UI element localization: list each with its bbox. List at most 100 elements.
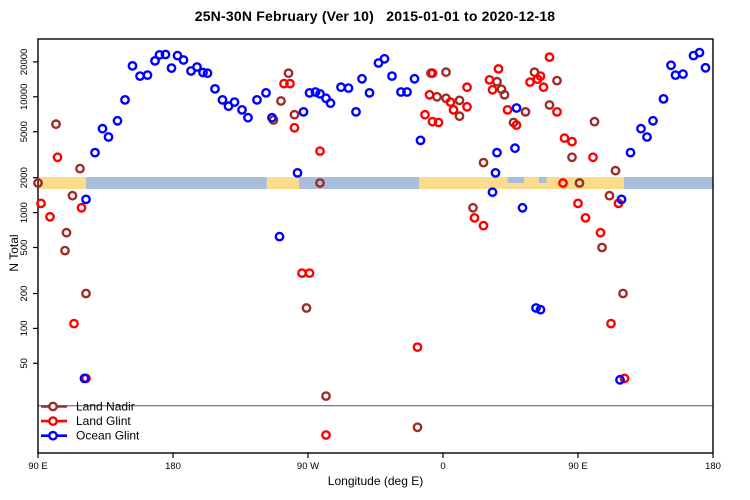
data-point-land-nadir <box>315 178 325 188</box>
data-point-land-glint <box>69 318 79 329</box>
data-point-ocean-glint <box>192 62 202 72</box>
data-point-land-glint <box>588 152 598 163</box>
chart-title: 25N-30N February (Ver 10) 2015-01-01 to … <box>194 8 556 24</box>
data-point-ocean-glint <box>409 73 420 84</box>
coastline-band-land <box>266 177 300 189</box>
x-tick-label: 90 E <box>28 461 48 472</box>
data-point-land-glint <box>484 75 495 85</box>
data-point-land-glint <box>315 146 325 157</box>
data-point-ocean-glint <box>325 98 336 109</box>
data-point-land-nadir <box>61 227 72 238</box>
legend-label: Ocean Glint <box>76 429 140 443</box>
data-point-land-glint <box>502 105 513 115</box>
data-point-ocean-glint <box>237 105 247 115</box>
data-point-land-nadir <box>60 245 70 256</box>
data-point-ocean-glint <box>135 71 145 82</box>
data-point-ocean-glint <box>90 147 100 158</box>
data-point-land-glint <box>538 82 549 93</box>
data-point-land-glint <box>544 52 555 62</box>
legend-marker <box>48 416 58 426</box>
data-point-land-glint <box>427 116 438 127</box>
data-point-land-nadir <box>412 422 423 433</box>
data-point-ocean-glint <box>531 303 541 313</box>
data-point-ocean-glint <box>172 50 183 61</box>
data-point-ocean-glint <box>351 107 361 117</box>
data-point-ocean-glint <box>510 143 520 154</box>
data-point-land-glint <box>511 120 522 131</box>
data-point-land-glint <box>487 84 498 95</box>
data-point-land-nadir <box>81 288 91 299</box>
data-point-ocean-glint <box>103 132 114 142</box>
data-point-land-nadir <box>618 288 628 299</box>
data-point-land-nadir <box>492 76 502 87</box>
y-tick-label: 1000 <box>19 202 30 223</box>
data-point-ocean-glint <box>229 97 240 108</box>
y-axis-title: N Total <box>7 234 21 272</box>
data-point-ocean-glint <box>343 83 354 94</box>
data-point-ocean-glint <box>274 231 285 242</box>
data-point-land-glint <box>285 78 295 89</box>
data-point-ocean-glint <box>511 103 522 113</box>
data-point-land-glint <box>493 64 504 74</box>
legend-marker <box>48 401 58 412</box>
data-point-ocean-glint <box>217 95 228 105</box>
data-point-ocean-glint <box>112 115 123 126</box>
data-point-ocean-glint <box>198 67 208 78</box>
data-point-ocean-glint <box>97 123 108 134</box>
data-point-land-nadir <box>544 100 555 110</box>
data-point-land-glint <box>606 318 616 329</box>
data-point-ocean-glint <box>127 61 138 71</box>
data-point-ocean-glint <box>166 63 177 74</box>
data-point-ocean-glint <box>616 194 627 205</box>
data-point-ocean-glint <box>304 88 315 98</box>
data-point-land-glint <box>573 198 583 209</box>
data-point-land-glint <box>412 342 423 352</box>
data-point-ocean-glint <box>81 194 91 205</box>
data-point-land-glint <box>289 122 300 133</box>
data-point-land-glint <box>427 68 438 79</box>
y-tick-label: 100 <box>19 320 30 336</box>
data-point-land-nadir <box>441 67 451 78</box>
data-point-ocean-glint <box>678 69 688 80</box>
x-tick-label: 90 W <box>297 461 319 472</box>
x-axis-title: Longitude (deg E) <box>327 474 424 488</box>
data-point-ocean-glint <box>120 95 130 105</box>
data-point-land-nadir <box>574 178 585 188</box>
data-point-ocean-glint <box>487 187 498 198</box>
data-point-land-nadir <box>289 109 300 120</box>
data-point-ocean-glint <box>642 132 652 142</box>
data-point-land-glint <box>45 211 55 222</box>
data-point-ocean-glint <box>379 53 390 64</box>
legend-label: Land Glint <box>76 414 131 428</box>
data-point-ocean-glint <box>79 373 90 384</box>
data-point-ocean-glint <box>178 55 189 65</box>
data-point-land-nadir <box>597 242 607 253</box>
x-tick-label: 180 <box>165 461 181 472</box>
coastline-band-inlet <box>507 177 524 183</box>
data-point-ocean-glint <box>210 84 220 94</box>
data-point-land-glint <box>595 227 606 238</box>
data-point-ocean-glint <box>492 147 502 158</box>
data-point-ocean-glint <box>364 88 375 98</box>
data-point-land-glint <box>445 97 456 108</box>
data-point-ocean-glint <box>670 70 681 81</box>
data-point-ocean-glint <box>202 68 213 79</box>
data-point-ocean-glint <box>315 89 325 99</box>
y-tick-label: 5000 <box>19 121 30 142</box>
data-point-land-glint <box>304 268 315 278</box>
x-tick-label: 90 E <box>568 461 588 472</box>
data-point-ocean-glint <box>243 112 253 123</box>
data-point-land-glint <box>433 117 444 128</box>
data-point-ocean-glint <box>700 62 711 73</box>
data-point-land-glint <box>580 212 591 223</box>
data-point-ocean-glint <box>357 73 367 84</box>
data-point-land-glint <box>297 268 307 278</box>
data-point-land-glint <box>619 373 630 384</box>
data-point-ocean-glint <box>402 87 412 97</box>
data-point-land-nadir <box>301 303 312 313</box>
x-tick-label: 180 <box>705 461 721 472</box>
coastline-band-ocean <box>623 177 714 189</box>
y-tick-label: 50 <box>19 358 30 369</box>
y-tick-label: 500 <box>19 240 30 256</box>
